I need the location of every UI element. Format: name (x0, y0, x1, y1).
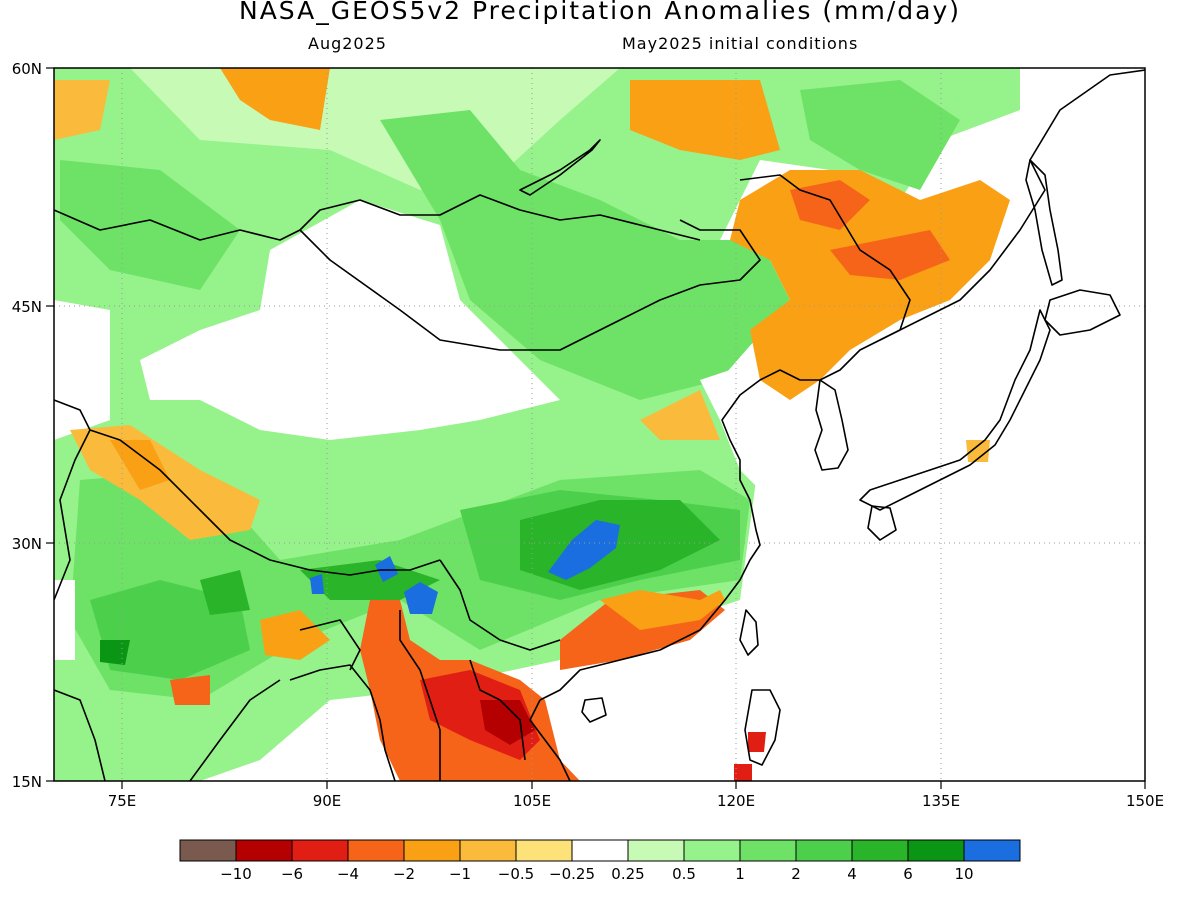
lake-baikal (519, 139, 601, 196)
colorbar-label-3: −2 (393, 865, 415, 883)
indochina-coast (529, 699, 571, 781)
lon-label-150e: 150E (1126, 792, 1164, 810)
lon-label-120e: 120E (717, 792, 755, 810)
lon-label-105e: 105E (513, 792, 551, 810)
kazakh-border (54, 209, 301, 241)
south-china-border (439, 559, 561, 651)
colorbar-swatch-14 (963, 839, 1021, 862)
colorbar-label-4: −1 (449, 865, 471, 883)
colorbar-label-13: 10 (954, 865, 973, 883)
colorbar-swatch-7 (571, 839, 629, 862)
map-frame (53, 67, 1146, 782)
india-west-coast (54, 689, 106, 781)
colorbar-label-7: 0.25 (611, 865, 644, 883)
thailand-border (469, 659, 526, 761)
russia-china-border-east (739, 174, 911, 341)
colorbar-label-12: 6 (903, 865, 913, 883)
valid-month-label: Aug2025 (308, 34, 387, 53)
japan-honshu (859, 309, 1051, 511)
lat-label-60n: 60N (12, 60, 42, 78)
myanmar-border (399, 610, 441, 781)
map-title: NASA_GEOS5v2 Precipitation Anomalies (mm… (239, 0, 961, 25)
lon-label-90e: 90E (313, 792, 342, 810)
colorbar-label-2: −4 (337, 865, 359, 883)
colorbar-swatch-10 (739, 839, 797, 862)
colorbar-label-10: 2 (791, 865, 801, 883)
colorbar-label-9: 1 (735, 865, 745, 883)
colorbar-swatch-9 (683, 839, 741, 862)
india-nw-border (54, 399, 91, 601)
lon-label-75e: 75E (108, 792, 137, 810)
colorbar-label-5: −0.5 (498, 865, 534, 883)
india-east-coast (189, 679, 281, 781)
anomaly-region-dry-northeast (730, 170, 1010, 400)
himalaya-border (89, 429, 441, 576)
colorbar-swatch-8 (627, 839, 685, 862)
bay-of-bengal-coast (289, 664, 396, 781)
colorbar-label-11: 4 (847, 865, 857, 883)
colorbar-swatch-6 (515, 839, 573, 862)
colorbar-swatch-13 (907, 839, 965, 862)
sakhalin-island (1025, 159, 1063, 286)
bangladesh-border (299, 619, 361, 671)
colorbar-label-0: −10 (220, 865, 252, 883)
colorbar-swatch-5 (459, 839, 517, 862)
taiwan-island (739, 609, 759, 656)
colorbar-swatch-2 (291, 839, 349, 862)
japan-kyushu (867, 505, 897, 541)
hainan-island (581, 697, 607, 723)
colorbar-label-1: −6 (281, 865, 303, 883)
colorbar-swatch-3 (347, 839, 405, 862)
china-north-border (299, 219, 761, 351)
philippines-luzon (744, 689, 781, 766)
precipitation-anomaly-map: 15N 30N 45N 60N 75E 90E 105E 120E 135E 1… (12, 60, 1164, 810)
colorbar-swatch-1 (235, 839, 293, 862)
korea-peninsula (814, 379, 849, 471)
lat-label-15n: 15N (12, 773, 42, 791)
japan-hokkaido (1044, 289, 1121, 336)
coastlines-and-borders (54, 69, 1145, 781)
anomaly-region-neutral (140, 200, 560, 440)
colorbar-swatch-12 (851, 839, 909, 862)
lat-label-45n: 45N (12, 298, 42, 316)
colorbar-label-8: 0.5 (672, 865, 696, 883)
lat-label-30n: 30N (12, 535, 42, 553)
colorbar-swatch-0 (179, 839, 237, 862)
east-asia-coastline (539, 69, 1145, 701)
colorbar-label-6: −0.25 (549, 865, 595, 883)
colorbar-swatch-4 (403, 839, 461, 862)
initial-conditions-label: May2025 initial conditions (622, 34, 859, 53)
mongolia-north-border (299, 194, 701, 241)
lon-label-135e: 135E (922, 792, 960, 810)
colorbar-swatch-11 (795, 839, 853, 862)
map-gridlines (54, 68, 1145, 781)
